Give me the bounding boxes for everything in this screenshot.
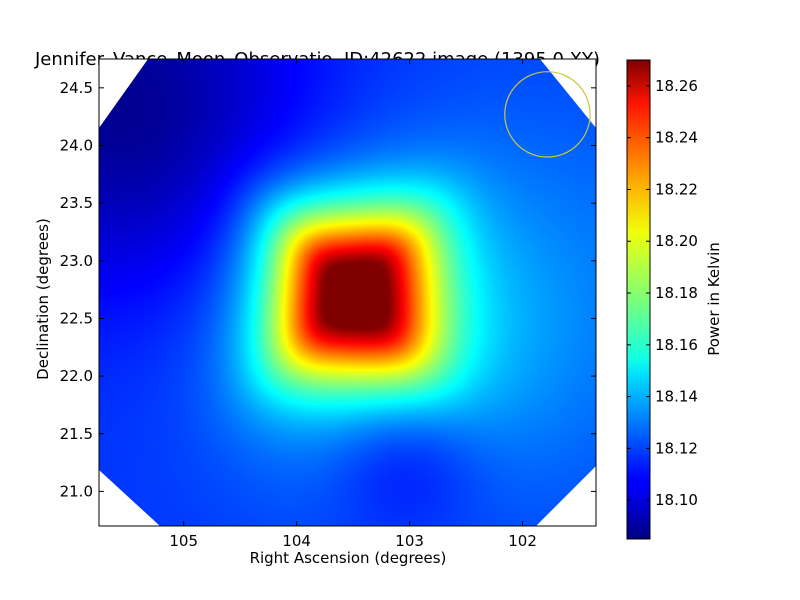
colorbar-label: Power in Kelvin — [705, 242, 723, 356]
heatmap-image — [99, 59, 596, 526]
colorbar-tick-label: 18.12 — [655, 439, 698, 457]
beam-circle — [504, 71, 591, 158]
colorbar-frame — [626, 59, 651, 540]
y-axis-label: Declination (degrees) — [34, 218, 52, 380]
mask-corner-bottom-left — [99, 470, 160, 526]
plot-frame — [98, 58, 597, 527]
heatmap-layer — [99, 59, 596, 526]
y-tick-label: 22.0 — [60, 367, 93, 385]
y-tick-label: 23.0 — [60, 252, 93, 270]
x-tick-label: 105 — [169, 532, 198, 550]
x-axis-label: Right Ascension (degrees) — [250, 549, 447, 567]
colorbar-ticks: 18.10 18.12 18.14 18.16 18.18 18.20 18.22 18.24… — [627, 77, 698, 509]
colorbar-tick-label: 18.22 — [655, 180, 698, 198]
colorbar-tick-label: 18.18 — [655, 284, 698, 302]
mask-corner-top-left — [99, 59, 148, 128]
mask-corner-top-right — [540, 59, 596, 128]
x-tick-label: 103 — [395, 532, 424, 550]
mask-corner-bottom-right — [536, 466, 596, 526]
y-tick-label: 24.0 — [60, 136, 93, 154]
y-tick-label: 22.5 — [60, 309, 93, 327]
x-tick-label: 104 — [282, 532, 311, 550]
x-tick-label: 102 — [508, 532, 537, 550]
y-tick-label: 23.5 — [60, 194, 93, 212]
colorbar-tick-label: 18.10 — [655, 491, 698, 509]
y-axis-ticks: 21.0 21.5 22.0 22.5 23.0 23.5 24.0 24.5 — [60, 79, 596, 500]
y-tick-label: 21.5 — [60, 425, 93, 443]
colorbar-gradient — [627, 60, 650, 539]
colorbar-tick-label: 18.26 — [655, 77, 698, 95]
y-tick-label: 21.0 — [60, 482, 93, 500]
colorbar-tick-label: 18.16 — [655, 336, 698, 354]
x-axis-ticks: 105 104 103 102 — [169, 59, 537, 550]
y-tick-label: 24.5 — [60, 79, 93, 97]
colorbar-tick-label: 18.24 — [655, 129, 698, 147]
colorbar-tick-label: 18.14 — [655, 388, 698, 406]
colorbar-tick-label: 18.20 — [655, 232, 698, 250]
